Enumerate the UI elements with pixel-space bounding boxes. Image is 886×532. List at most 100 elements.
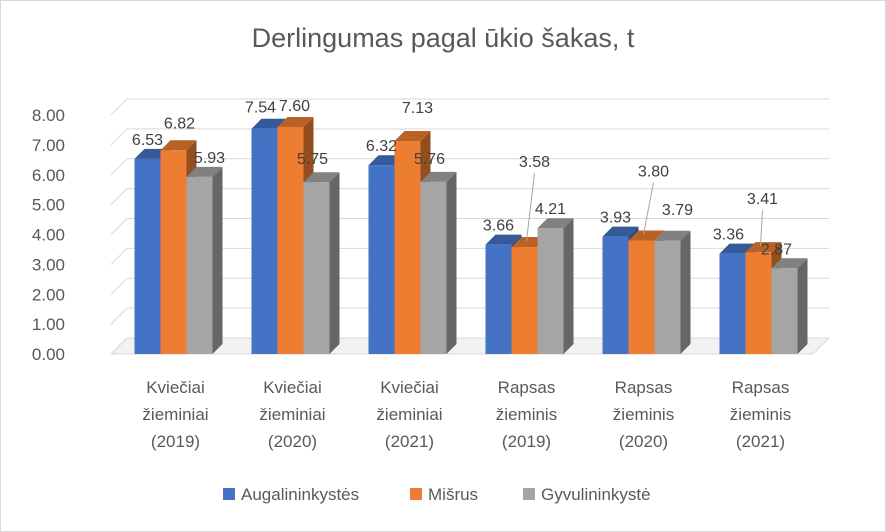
- bar-side: [446, 171, 457, 354]
- bar-top: [602, 226, 639, 237]
- gridline: [110, 218, 829, 235]
- bar-gyvulininkystė: [771, 268, 798, 354]
- y-tick-label: 5.00: [32, 196, 65, 215]
- bar-top: [771, 258, 808, 269]
- data-label: 3.36: [713, 227, 744, 244]
- y-tick-label: 3.00: [32, 255, 65, 274]
- legend-swatch: [410, 488, 422, 500]
- bar-top: [277, 116, 314, 127]
- bar-mišrus: [745, 252, 772, 354]
- gridline: [110, 188, 829, 205]
- data-label-leader: [526, 172, 535, 242]
- x-category-label: Rapsas žieminis (2020): [613, 378, 674, 451]
- x-category-label: Kviečiai žieminiai (2020): [259, 378, 325, 451]
- bar-gyvulininkystė: [303, 182, 330, 354]
- data-label: 6.32: [366, 138, 397, 155]
- x-category-label-line: Kviečiai: [380, 378, 439, 397]
- legend-swatch: [223, 488, 235, 500]
- y-tick-label: 8.00: [32, 106, 65, 125]
- gridline: [110, 247, 829, 265]
- x-category-label-line: žieminiai: [142, 405, 208, 424]
- x-category-label-line: žieminiai: [259, 405, 325, 424]
- bar-mišrus: [160, 150, 187, 354]
- bar-augalininkystės: [602, 236, 629, 354]
- x-category-label-line: žieminis: [613, 405, 674, 424]
- bar-gyvulininkystė: [537, 228, 564, 354]
- bar-top: [654, 230, 691, 241]
- x-category-label: Rapsas žieminis (2019): [496, 378, 557, 451]
- gridline: [110, 98, 829, 116]
- legend-swatch: [523, 488, 535, 500]
- bar-top: [628, 230, 665, 241]
- legend-label: Augalininkystės: [241, 485, 359, 504]
- x-category-label-line: (2020): [619, 432, 668, 451]
- data-label: 7.54: [245, 100, 276, 117]
- bar-mišrus: [277, 126, 304, 354]
- gridline: [110, 277, 829, 295]
- data-label: 5.75: [297, 151, 328, 168]
- y-tick-label: 0.00: [32, 345, 65, 364]
- bar-top: [160, 140, 197, 151]
- y-tick-label: 1.00: [32, 315, 65, 334]
- chart-title: Derlingumas pagal ūkio šakas, t: [251, 23, 635, 53]
- x-category-label-line: žieminis: [730, 405, 791, 424]
- x-category-label-line: (2020): [268, 432, 317, 451]
- data-label: 3.80: [638, 163, 669, 180]
- bar-top: [420, 171, 457, 182]
- bar-top: [186, 166, 223, 177]
- bar-gyvulininkystė: [420, 181, 447, 354]
- x-category-label: Rapsas žieminis (2021): [730, 378, 791, 451]
- data-label: 2.87: [761, 241, 792, 258]
- y-tick-label: 7.00: [32, 136, 65, 155]
- data-label: 5.76: [414, 151, 445, 168]
- bar-augalininkystės: [251, 128, 278, 354]
- data-label: 3.66: [483, 218, 514, 235]
- x-category-label-line: (2019): [151, 432, 200, 451]
- y-tick-label: 4.00: [32, 226, 65, 245]
- bar-top: [719, 243, 756, 254]
- data-label-leader: [760, 210, 763, 247]
- bar-gyvulininkystė: [186, 176, 213, 354]
- x-category-label-line: žieminis: [496, 405, 557, 424]
- data-label: 3.41: [747, 191, 778, 208]
- y-tick-label: 6.00: [32, 166, 65, 185]
- bar-top: [485, 234, 522, 245]
- gridline: [110, 158, 829, 176]
- x-category-label: Kviečiai žieminiai (2021): [376, 378, 442, 451]
- x-category-label-line: Kviečiai: [146, 378, 205, 397]
- bar-top: [394, 130, 431, 141]
- bar-top: [745, 242, 782, 253]
- gridline: [110, 337, 829, 355]
- data-label-leader: [643, 182, 654, 235]
- bar-mišrus: [628, 240, 655, 354]
- x-category-label-line: Rapsas: [498, 378, 556, 397]
- x-category-label-line: (2021): [385, 432, 434, 451]
- bar-mišrus: [511, 247, 538, 354]
- gridline: [110, 307, 829, 325]
- data-label: 7.60: [279, 98, 310, 115]
- x-category-label-line: (2019): [502, 432, 551, 451]
- gridline: [110, 128, 829, 146]
- x-category-label-line: Kviečiai: [263, 378, 322, 397]
- x-category-label-line: žieminiai: [376, 405, 442, 424]
- bar-side: [797, 258, 808, 354]
- data-label: 6.53: [132, 132, 163, 149]
- data-label: 7.13: [402, 100, 433, 117]
- bar-mišrus: [394, 140, 421, 354]
- bar-augalininkystės: [485, 244, 512, 354]
- bar-side: [680, 230, 691, 354]
- bar-side: [329, 172, 340, 354]
- bar-augalininkystės: [719, 253, 746, 354]
- x-category-label: Kviečiai žieminiai (2019): [142, 378, 208, 451]
- legend-label: Gyvulininkystė: [541, 485, 651, 504]
- legend-label: Mišrus: [428, 485, 478, 504]
- bar-side: [212, 166, 223, 354]
- data-label: 3.93: [600, 210, 631, 227]
- x-category-label-line: Rapsas: [732, 378, 790, 397]
- data-label: 3.79: [662, 202, 693, 219]
- bar-side: [563, 218, 574, 354]
- bar-top: [537, 218, 574, 229]
- data-label: 6.82: [164, 115, 195, 132]
